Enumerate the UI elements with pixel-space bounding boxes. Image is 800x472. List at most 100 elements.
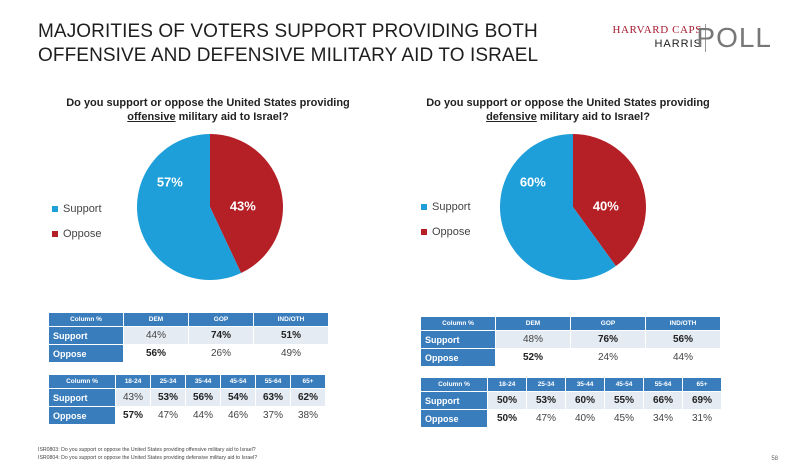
legend-support: Support: [52, 202, 102, 216]
table-column-header: DEM: [123, 312, 189, 327]
table-column-header: 65+: [290, 374, 326, 389]
table-cell: 57%: [115, 406, 151, 425]
pie-slice-oppose: [210, 134, 283, 274]
table-column-header: DEM: [495, 316, 571, 331]
legend-oppose-swatch: [52, 231, 58, 237]
table-row: Oppose 56% 26% 49%: [48, 344, 329, 363]
pie-label-oppose: 43%: [230, 199, 256, 214]
table-row: Support 48% 76% 56%: [420, 330, 721, 349]
pie-slice-oppose: [573, 134, 646, 267]
offensive-party-table: Column % DEM GOP IND/OTH Support 44% 74% 51% Opp…: [48, 312, 329, 363]
defensive-question-keyword: defensive: [486, 111, 537, 123]
offensive-age-table: Column % 18-24 25-34 35-44 45-54 55-64 65+ Supp…: [48, 374, 326, 425]
table-cell: 24%: [570, 348, 646, 367]
slide-title: MAJORITIES OF VOTERS SUPPORT PROVIDING B…: [38, 21, 539, 66]
offensive-legend: Support Oppose: [52, 202, 102, 252]
table-cell: 62%: [290, 388, 326, 407]
table-header-row: Column % 18-24 25-34 35-44 45-54 55-64 65+: [48, 374, 326, 389]
table-column-header: 45-54: [604, 377, 644, 392]
table-cell: 40%: [565, 409, 605, 428]
defensive-aid-pie-chart: 60% 40%: [500, 134, 646, 280]
table-cell: 50%: [487, 409, 527, 428]
table-row-label: Support: [420, 330, 496, 349]
table-cell: 48%: [495, 330, 571, 349]
table-cell: 26%: [188, 344, 254, 363]
table-row-label: Support: [48, 326, 124, 345]
table-cell: 47%: [526, 409, 566, 428]
table-column-header: 55-64: [255, 374, 291, 389]
offensive-question-pre: Do you support or oppose the United Stat…: [66, 97, 350, 109]
table-header-row: Column % DEM GOP IND/OTH: [420, 316, 721, 331]
logo-divider: [705, 24, 706, 52]
table-column-header: 25-34: [526, 377, 566, 392]
table-cell: 74%: [188, 326, 254, 345]
offensive-question-post: military aid to Israel?: [175, 111, 289, 123]
table-row-label: Oppose: [420, 348, 496, 367]
table-cell: 54%: [220, 388, 256, 407]
offensive-question-keyword: offensive: [127, 111, 176, 123]
footnote-defensive: ISR0804: Do you support or oppose the Un…: [38, 455, 258, 461]
table-cell: 56%: [185, 388, 221, 407]
legend-support-label: Support: [432, 201, 471, 213]
table-cell: 50%: [487, 391, 527, 410]
table-row: Support 44% 74% 51%: [48, 326, 329, 345]
table-cell: 38%: [290, 406, 326, 425]
table-cell: 45%: [604, 409, 644, 428]
table-cell: 51%: [253, 326, 329, 345]
legend-support-swatch: [52, 206, 58, 212]
table-corner-label: Column %: [48, 312, 124, 327]
pie-label-support: 60%: [520, 175, 546, 190]
defensive-age-table: Column % 18-24 25-34 35-44 45-54 55-64 65+ Supp…: [420, 377, 722, 428]
defensive-question-title: Do you support or oppose the United Stat…: [408, 96, 728, 124]
table-header-row: Column % 18-24 25-34 35-44 45-54 55-64 65+: [420, 377, 722, 392]
legend-oppose: Oppose: [52, 227, 102, 241]
table-row-label: Support: [48, 388, 116, 407]
table-column-header: IND/OTH: [645, 316, 721, 331]
table-cell: 53%: [150, 388, 186, 407]
table-row: Support 50% 53% 60% 55% 66% 69%: [420, 391, 722, 410]
table-corner-label: Column %: [48, 374, 116, 389]
legend-oppose: Oppose: [421, 225, 471, 239]
legend-support-swatch: [421, 204, 427, 210]
table-column-header: 45-54: [220, 374, 256, 389]
legend-support-label: Support: [63, 203, 102, 215]
table-cell: 55%: [604, 391, 644, 410]
pie-label-support: 57%: [157, 175, 183, 190]
table-row: Support 43% 53% 56% 54% 63% 62%: [48, 388, 326, 407]
pie-slice-support: [500, 134, 616, 280]
table-cell: 56%: [123, 344, 189, 363]
table-header-row: Column % DEM GOP IND/OTH: [48, 312, 329, 327]
pie-label-oppose: 40%: [593, 199, 619, 214]
pie-slice-support: [136, 134, 242, 280]
table-column-header: 55-64: [643, 377, 683, 392]
table-column-header: 18-24: [487, 377, 527, 392]
table-row-label: Support: [420, 391, 488, 410]
table-cell: 44%: [123, 326, 189, 345]
table-cell: 46%: [220, 406, 256, 425]
table-cell: 66%: [643, 391, 683, 410]
table-column-header: GOP: [570, 316, 646, 331]
table-cell: 52%: [495, 348, 571, 367]
legend-oppose-label: Oppose: [432, 226, 471, 238]
table-column-header: 35-44: [565, 377, 605, 392]
table-cell: 43%: [115, 388, 151, 407]
table-row-label: Oppose: [48, 406, 116, 425]
table-cell: 60%: [565, 391, 605, 410]
legend-support: Support: [421, 200, 471, 214]
table-row: Oppose 57% 47% 44% 46% 37% 38%: [48, 406, 326, 425]
table-corner-label: Column %: [420, 316, 496, 331]
logo-line-1: HARVARD CAPS: [612, 24, 702, 36]
table-cell: 76%: [570, 330, 646, 349]
table-column-header: 18-24: [115, 374, 151, 389]
table-cell: 53%: [526, 391, 566, 410]
harvard-caps-harris-poll-logo: HARVARD CAPS HARRIS POLL: [612, 20, 772, 60]
table-cell: 47%: [150, 406, 186, 425]
legend-oppose-swatch: [421, 229, 427, 235]
table-column-header: 25-34: [150, 374, 186, 389]
defensive-question-pre: Do you support or oppose the United Stat…: [426, 97, 710, 109]
offensive-aid-pie-chart: 57% 43%: [136, 134, 283, 280]
legend-oppose-label: Oppose: [63, 228, 102, 240]
table-row-label: Oppose: [48, 344, 124, 363]
defensive-legend: Support Oppose: [421, 200, 471, 250]
table-cell: 34%: [643, 409, 683, 428]
